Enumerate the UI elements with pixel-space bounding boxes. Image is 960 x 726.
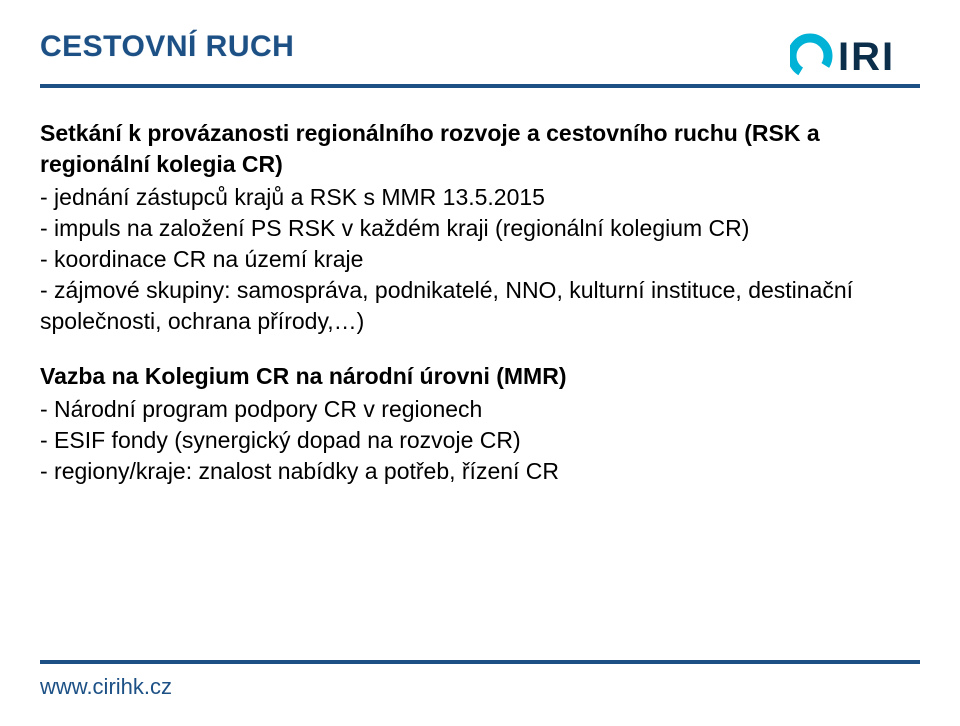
- list-item: - regiony/kraje: znalost nabídky a potře…: [40, 456, 920, 487]
- section-2-lines: - Národní program podpory CR v regionech…: [40, 394, 920, 487]
- ciri-logo: IRI: [790, 30, 920, 82]
- list-item: - Národní program podpory CR v regionech: [40, 394, 920, 425]
- footer-divider: [40, 660, 920, 664]
- list-item: - koordinace CR na území kraje: [40, 244, 920, 275]
- svg-text:IRI: IRI: [838, 35, 895, 79]
- page-title: CESTOVNÍ RUCH: [40, 30, 770, 64]
- slide-body: Setkání k provázanosti regionálního rozv…: [40, 118, 920, 488]
- title-underline: [40, 84, 920, 88]
- list-item: - impuls na založení PS RSK v každém kra…: [40, 213, 920, 244]
- list-item: - jednání zástupců krajů a RSK s MMR 13.…: [40, 182, 920, 213]
- section-2-title: Vazba na Kolegium CR na národní úrovni (…: [40, 361, 920, 392]
- footer-url[interactable]: www.cirihk.cz: [40, 674, 920, 700]
- section-1-lines: - jednání zástupců krajů a RSK s MMR 13.…: [40, 182, 920, 337]
- section-2: Vazba na Kolegium CR na národní úrovni (…: [40, 361, 920, 487]
- section-1: Setkání k provázanosti regionálního rozv…: [40, 118, 920, 337]
- section-1-title: Setkání k provázanosti regionálního rozv…: [40, 118, 920, 180]
- list-item: - zájmové skupiny: samospráva, podnikate…: [40, 275, 920, 337]
- footer: www.cirihk.cz: [40, 660, 920, 700]
- list-item: - ESIF fondy (synergický dopad na rozvoj…: [40, 425, 920, 456]
